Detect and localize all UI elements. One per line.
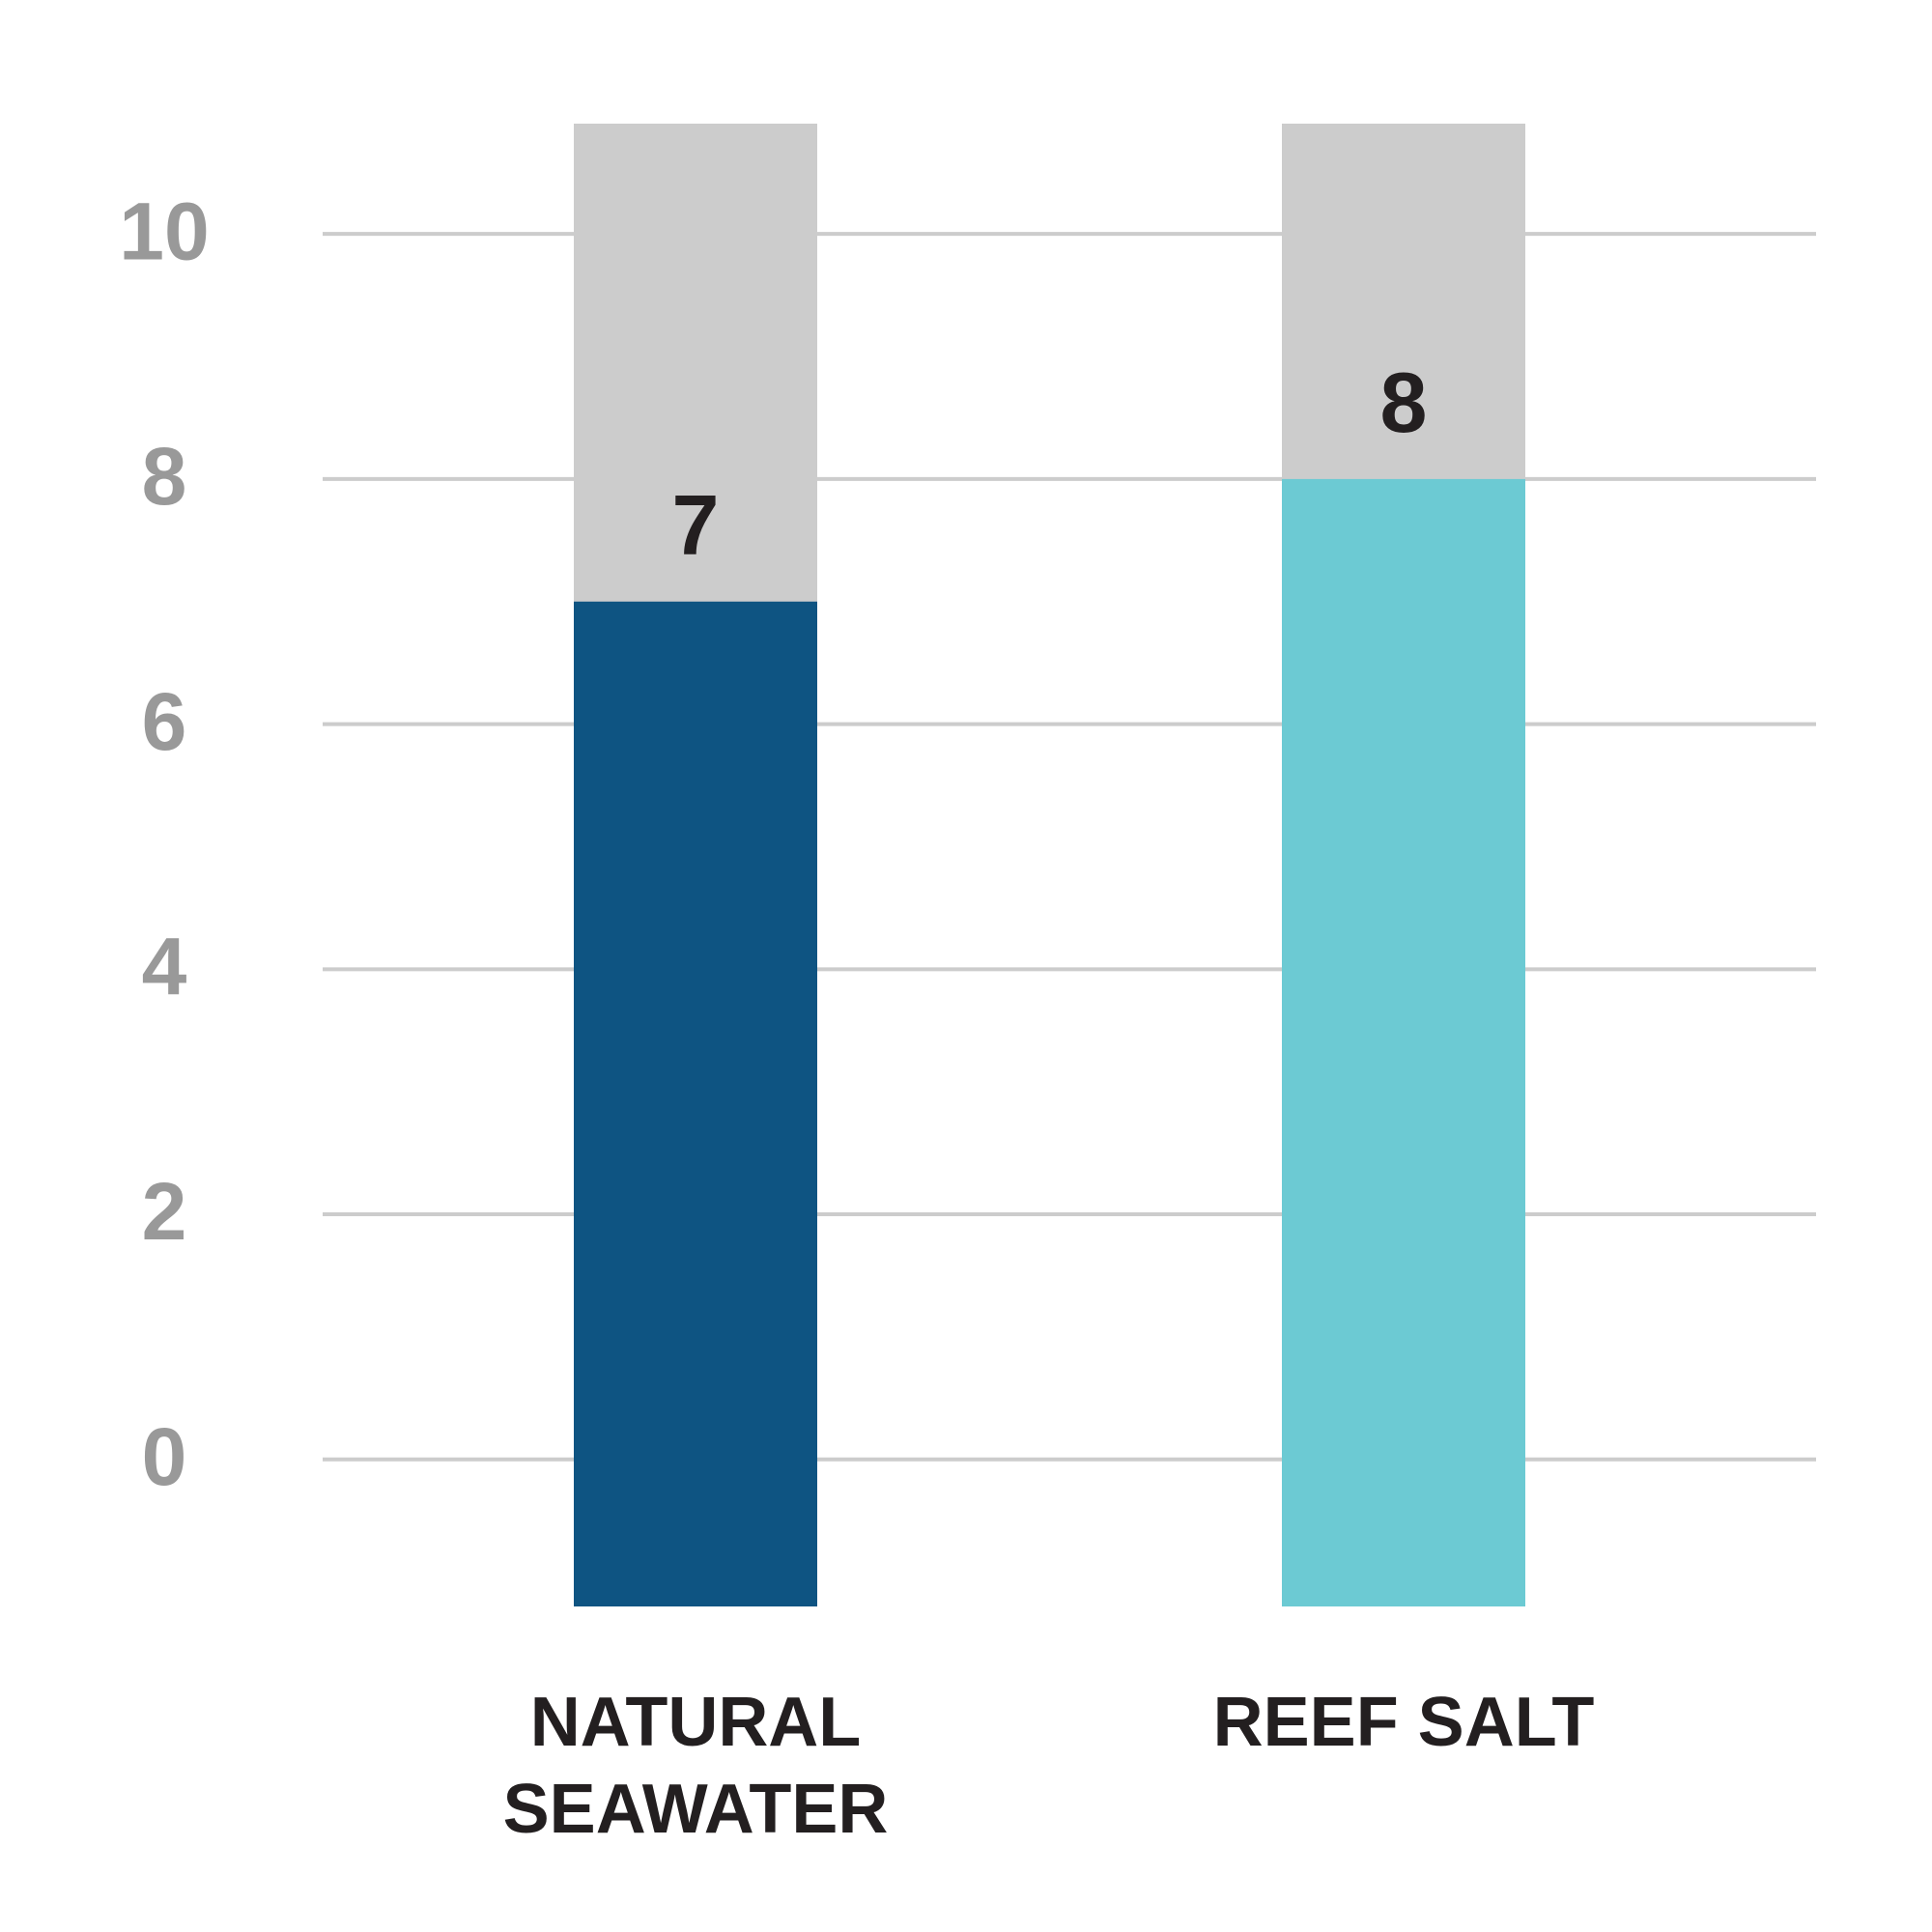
y-tick-label: 8 xyxy=(142,431,187,522)
y-tick-label: 6 xyxy=(142,676,187,767)
value-label: 8 xyxy=(1380,355,1428,450)
y-tick-label: 0 xyxy=(142,1411,187,1502)
x-tick-label: NATURAL SEAWATER xyxy=(502,1684,889,1848)
bar xyxy=(1282,478,1525,1606)
bar xyxy=(574,601,817,1606)
y-tick-label: 4 xyxy=(142,922,187,1012)
y-tick-label: 2 xyxy=(142,1166,187,1257)
value-label: 7 xyxy=(672,477,720,573)
x-tick-label: REEF SALT xyxy=(1212,1684,1595,1761)
y-tick-label: 10 xyxy=(119,185,209,276)
